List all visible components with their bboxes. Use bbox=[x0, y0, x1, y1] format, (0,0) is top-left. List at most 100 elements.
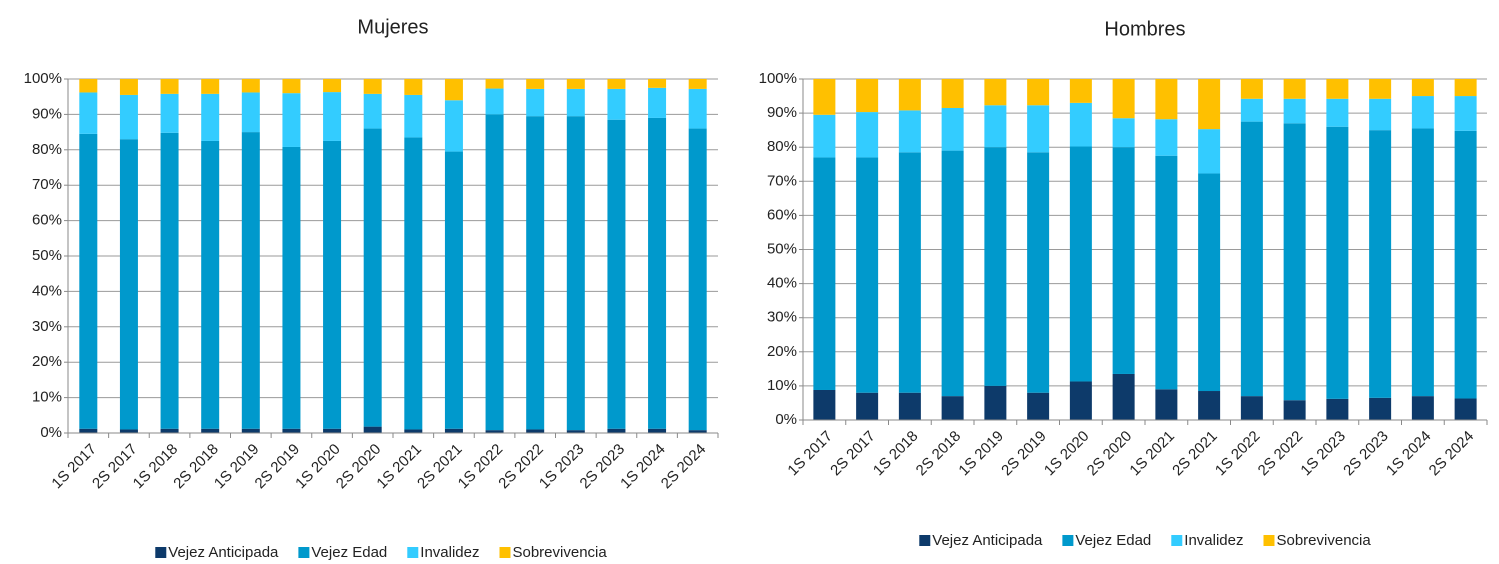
bar-segment bbox=[363, 426, 382, 433]
y-tick-label: 30% bbox=[32, 318, 62, 335]
bar-segment bbox=[526, 429, 545, 433]
legend-label: Sobrevivencia bbox=[512, 544, 607, 561]
x-tick-label: 1S 2018 bbox=[870, 428, 922, 480]
bar-segment bbox=[1155, 155, 1178, 390]
bar-segment bbox=[607, 88, 626, 120]
chart-title: Hombres bbox=[1104, 18, 1185, 40]
y-tick-label: 0% bbox=[775, 411, 797, 428]
bar-segment bbox=[607, 428, 626, 433]
bar-segment bbox=[1369, 79, 1392, 99]
bar-segment bbox=[813, 389, 836, 420]
legend-swatch bbox=[1171, 535, 1183, 546]
bar-segment bbox=[323, 140, 342, 429]
y-tick-label: 70% bbox=[32, 176, 62, 193]
legend-swatch bbox=[919, 535, 931, 546]
bar-segment bbox=[1198, 173, 1221, 392]
bar-segment bbox=[898, 152, 921, 393]
bar-segment bbox=[856, 112, 879, 158]
y-tick-label: 10% bbox=[32, 389, 62, 406]
bar-segment bbox=[526, 116, 545, 430]
x-tick-label: 2S 2020 bbox=[1084, 428, 1136, 480]
y-tick-label: 30% bbox=[767, 309, 797, 326]
bar-segment bbox=[898, 392, 921, 420]
bar-segment bbox=[1069, 102, 1092, 147]
y-tick-label: 100% bbox=[759, 70, 797, 87]
x-tick-label: 2S 2023 bbox=[1340, 428, 1392, 480]
x-tick-label: 2S 2024 bbox=[1426, 428, 1478, 480]
bar-segment bbox=[404, 429, 423, 433]
bar-segment bbox=[1326, 79, 1349, 99]
legend-label: Sobrevivencia bbox=[1276, 532, 1371, 549]
bar-segment bbox=[119, 79, 138, 95]
y-tick-label: 60% bbox=[767, 206, 797, 223]
bar-segment bbox=[813, 157, 836, 390]
bar-segment bbox=[941, 107, 964, 151]
bar-segment bbox=[282, 146, 301, 429]
bar-segment bbox=[1411, 96, 1434, 129]
bar-segment bbox=[1027, 392, 1050, 420]
y-tick-label: 10% bbox=[767, 377, 797, 394]
bar-segment bbox=[119, 139, 138, 430]
y-tick-label: 90% bbox=[767, 104, 797, 121]
y-tick-label: 80% bbox=[767, 138, 797, 155]
bar-segment bbox=[1454, 398, 1477, 420]
y-tick-label: 80% bbox=[32, 141, 62, 158]
y-tick-label: 100% bbox=[24, 70, 62, 87]
y-tick-label: 0% bbox=[40, 424, 62, 441]
chart: Hombres 0% 10% 20% 30% 40% 50% 60% 70% 80% 90% 100%… bbox=[759, 18, 1488, 549]
bar-segment bbox=[688, 88, 707, 129]
bar-segment bbox=[856, 79, 879, 113]
bar-segment bbox=[1240, 121, 1263, 397]
x-tick-label: 2S 2024 bbox=[658, 441, 710, 493]
bar-segment bbox=[1326, 398, 1349, 420]
legend-swatch bbox=[1263, 535, 1275, 546]
bar-segment bbox=[323, 92, 342, 141]
bar-segment bbox=[1411, 396, 1434, 420]
bar-segment bbox=[1240, 396, 1263, 420]
bar-segment bbox=[1454, 96, 1477, 131]
bar-segment bbox=[856, 392, 879, 420]
y-tick-label: 70% bbox=[767, 172, 797, 189]
bar-segment bbox=[607, 79, 626, 89]
bar-segment bbox=[160, 428, 179, 433]
bar-segment bbox=[1198, 391, 1221, 420]
bar-segment bbox=[1027, 152, 1050, 393]
bar-segment bbox=[813, 79, 836, 115]
bar-segment bbox=[526, 79, 545, 89]
x-tick-label: 1S 2021 bbox=[1126, 428, 1178, 480]
bar-segment bbox=[1326, 98, 1349, 127]
bar-segment bbox=[119, 94, 138, 140]
bar-segment bbox=[688, 128, 707, 431]
y-tick-label: 60% bbox=[32, 212, 62, 229]
bar-segment bbox=[241, 132, 260, 429]
bar-segment bbox=[282, 93, 301, 147]
y-tick-label: 40% bbox=[32, 282, 62, 299]
bar-segment bbox=[688, 79, 707, 89]
bar-segment bbox=[485, 114, 504, 431]
bar-segment bbox=[1283, 400, 1306, 420]
legend-label: Vejez Anticipada bbox=[168, 544, 279, 561]
bar-segment bbox=[363, 79, 382, 94]
legend-swatch bbox=[155, 547, 167, 558]
bar-segment bbox=[160, 79, 179, 94]
y-tick-label: 20% bbox=[32, 353, 62, 370]
bar-segment bbox=[404, 137, 423, 430]
legend-label: Vejez Anticipada bbox=[932, 532, 1043, 549]
bar-segment bbox=[404, 79, 423, 95]
bar-segment bbox=[363, 93, 382, 129]
chart: Mujeres 0% 10% 20% 30% 40% 50% 60% 70% 80% 90% 100%… bbox=[24, 16, 719, 561]
legend-label: Vejez Edad bbox=[1075, 532, 1151, 549]
x-tick-label: 1S 2023 bbox=[1297, 428, 1349, 480]
bar-segment bbox=[566, 79, 585, 89]
x-tick-label: 1S 2019 bbox=[955, 428, 1007, 480]
bar-segment bbox=[688, 430, 707, 433]
x-tick-label: 1S 2017 bbox=[784, 428, 836, 480]
bar-segment bbox=[444, 151, 463, 429]
bar-segment bbox=[984, 105, 1007, 148]
bar-segment bbox=[1027, 105, 1050, 153]
bar-segment bbox=[241, 92, 260, 133]
bar-segment bbox=[485, 88, 504, 115]
bar-segment bbox=[79, 79, 98, 93]
bar-segment bbox=[566, 88, 585, 117]
bar-segment bbox=[1112, 118, 1135, 148]
